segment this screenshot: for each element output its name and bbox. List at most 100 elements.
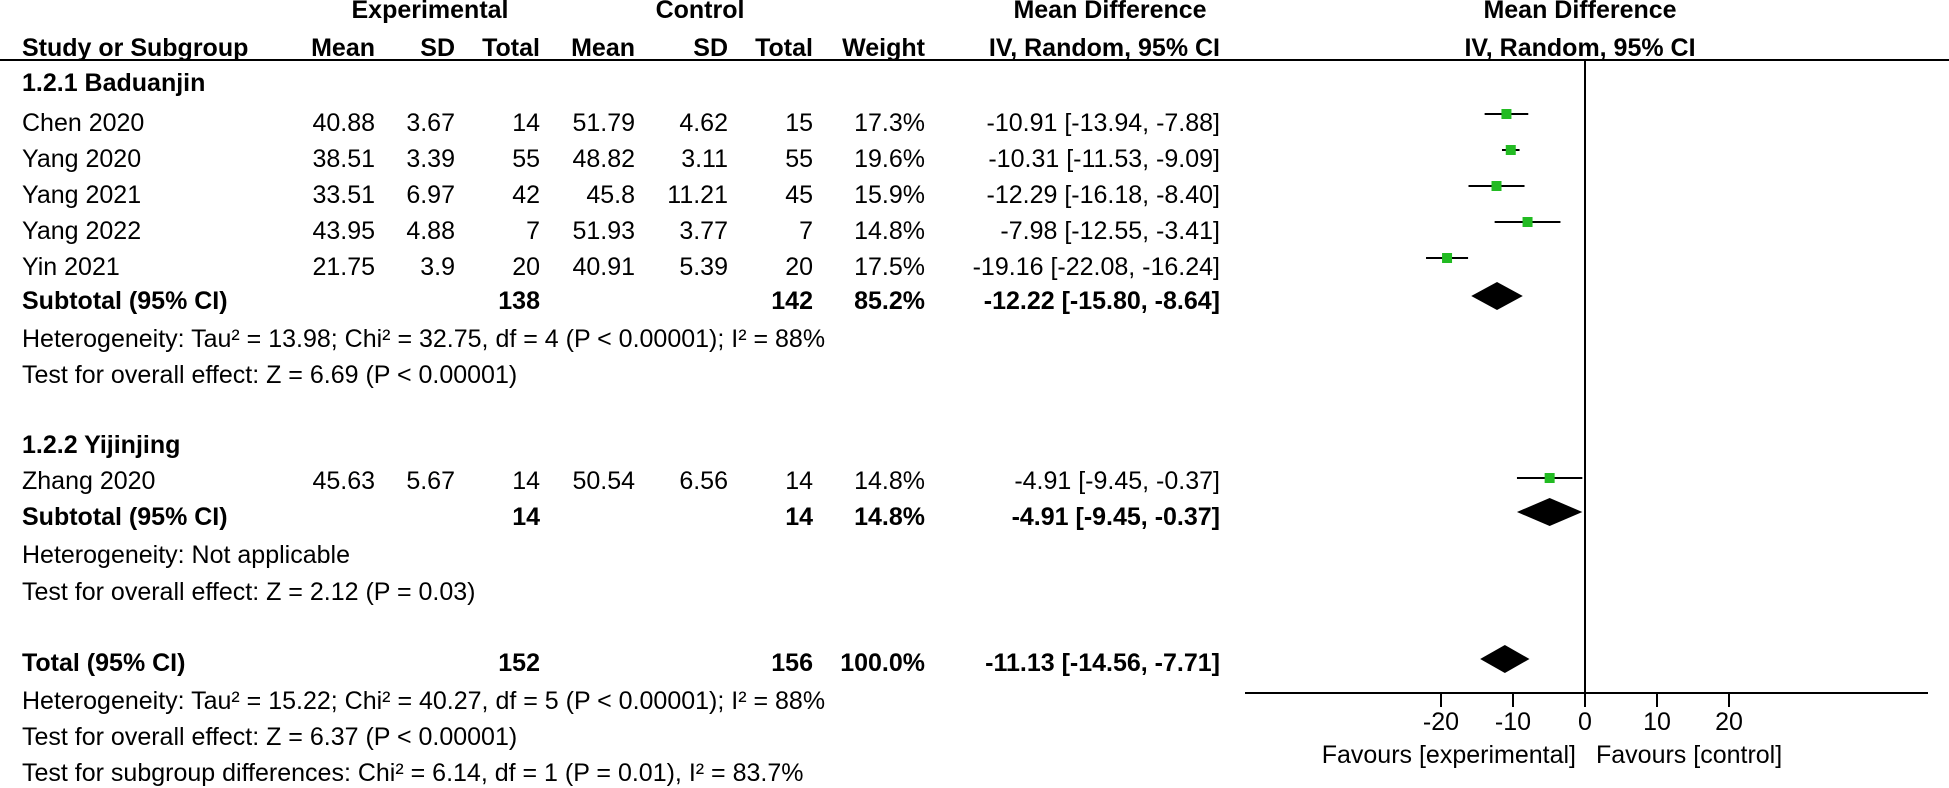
overall-effect-text: Test for overall effect: Z = 6.69 (P < 0…	[22, 361, 518, 389]
sd-control: 3.77	[679, 217, 728, 245]
mean-control: 51.79	[572, 109, 635, 137]
group-header-control: Control	[655, 0, 745, 24]
col-header-sd-e: SD	[420, 34, 455, 62]
mean-difference-ci: -10.91 [-13.94, -7.88]	[986, 109, 1220, 137]
mean-control: 50.54	[572, 467, 635, 495]
weight: 17.3%	[854, 109, 925, 137]
study-name: Yin 2021	[22, 253, 120, 281]
mean-difference-ci: -12.29 [-16.18, -8.40]	[986, 181, 1220, 209]
group-header-md-left: Mean Difference	[1013, 0, 1207, 24]
subtotal-weight: 85.2%	[854, 287, 925, 315]
total-experimental: 20	[512, 253, 540, 281]
weight: 14.8%	[854, 217, 925, 245]
weight: 19.6%	[854, 145, 925, 173]
mean-control: 48.82	[572, 145, 635, 173]
study-marker	[1491, 181, 1502, 191]
mean-experimental: 21.75	[312, 253, 375, 281]
total-experimental: 7	[526, 217, 540, 245]
sd-control: 3.11	[681, 145, 728, 173]
subtotal-total-c: 142	[771, 287, 813, 315]
x-tick-label: 10	[1643, 708, 1671, 736]
pooled-diamond	[1516, 498, 1583, 526]
x-tick-label: -10	[1495, 708, 1531, 736]
mean-experimental: 40.88	[312, 109, 375, 137]
subtotal-total-e: 14	[512, 503, 540, 531]
subtotal-label: Subtotal (95% CI)	[22, 503, 228, 531]
total-control: 45	[785, 181, 813, 209]
sd-experimental: 3.39	[406, 145, 455, 173]
study-name: Yang 2021	[22, 181, 142, 209]
mean-experimental: 43.95	[312, 217, 375, 245]
study-name: Chen 2020	[22, 109, 145, 137]
col-header-mean-c: Mean	[571, 34, 635, 62]
total-experimental: 14	[512, 467, 540, 495]
mean-control: 45.8	[586, 181, 635, 209]
col-header-mean-e: Mean	[311, 34, 375, 62]
study-name: Yang 2022	[22, 217, 142, 245]
col-header-sd-c: SD	[693, 34, 728, 62]
total-experimental: 42	[512, 181, 540, 209]
col-header-ci-right: IV, Random, 95% CI	[1464, 34, 1696, 62]
col-header-study: Study or Subgroup	[22, 34, 249, 62]
total-total-c: 156	[771, 649, 813, 677]
subgroup-title: 1.2.1 Baduanjin	[22, 69, 206, 97]
total-ci: -11.13 [-14.56, -7.71]	[985, 649, 1220, 677]
x-tick-label: -20	[1423, 708, 1459, 736]
weight: 14.8%	[854, 467, 925, 495]
subtotal-ci: -12.22 [-15.80, -8.64]	[983, 287, 1220, 315]
x-tick-label: 0	[1578, 708, 1592, 736]
col-header-total-e: Total	[482, 34, 540, 62]
total-heterogeneity-text: Heterogeneity: Tau² = 15.22; Chi² = 40.2…	[22, 687, 826, 715]
x-tick-label: 20	[1715, 708, 1743, 736]
subtotal-ci: -4.91 [-9.45, -0.37]	[1011, 503, 1220, 531]
study-marker	[1442, 253, 1453, 263]
mean-difference-ci: -10.31 [-11.53, -9.09]	[988, 145, 1220, 173]
total-experimental: 55	[512, 145, 540, 173]
heterogeneity-text: Heterogeneity: Not applicable	[22, 541, 350, 569]
subgroup-differences-text: Test for subgroup differences: Chi² = 6.…	[22, 759, 804, 787]
pooled-diamond	[1480, 645, 1530, 673]
mean-difference-ci: -7.98 [-12.55, -3.41]	[1000, 217, 1220, 245]
subtotal-label: Subtotal (95% CI)	[22, 287, 228, 315]
subgroup-title: 1.2.2 Yijinjing	[22, 431, 181, 459]
overall-effect-text: Test for overall effect: Z = 2.12 (P = 0…	[22, 578, 476, 606]
sd-experimental: 3.67	[406, 109, 455, 137]
weight: 15.9%	[854, 181, 925, 209]
group-header-md-right: Mean Difference	[1483, 0, 1677, 24]
sd-control: 4.62	[679, 109, 728, 137]
group-header-experimental: Experimental	[351, 0, 509, 24]
subtotal-weight: 14.8%	[854, 503, 925, 531]
sd-experimental: 4.88	[406, 217, 455, 245]
heterogeneity-text: Heterogeneity: Tau² = 13.98; Chi² = 32.7…	[22, 325, 826, 353]
mean-experimental: 38.51	[312, 145, 375, 173]
total-label: Total (95% CI)	[22, 649, 186, 677]
total-control: 20	[785, 253, 813, 281]
total-overall-effect-text: Test for overall effect: Z = 6.37 (P < 0…	[22, 723, 518, 751]
mean-control: 51.93	[572, 217, 635, 245]
total-weight: 100.0%	[840, 649, 925, 677]
sd-experimental: 6.97	[406, 181, 455, 209]
mean-control: 40.91	[572, 253, 635, 281]
col-header-weight: Weight	[842, 34, 925, 62]
total-control: 15	[785, 109, 813, 137]
mean-experimental: 33.51	[312, 181, 375, 209]
total-total-e: 152	[498, 649, 540, 677]
favours-control-label: Favours [control]	[1596, 741, 1783, 769]
study-marker	[1501, 109, 1512, 119]
pooled-diamond	[1471, 282, 1523, 310]
study-name: Zhang 2020	[22, 467, 156, 495]
weight: 17.5%	[854, 253, 925, 281]
total-control: 7	[799, 217, 813, 245]
mean-difference-ci: -19.16 [-22.08, -16.24]	[972, 253, 1220, 281]
subtotal-total-e: 138	[498, 287, 540, 315]
sd-control: 11.21	[667, 181, 728, 209]
favours-experimental-label: Favours [experimental]	[1321, 741, 1576, 769]
sd-control: 5.39	[679, 253, 728, 281]
col-header-ci-left: IV, Random, 95% CI	[988, 34, 1220, 62]
study-marker	[1522, 217, 1533, 227]
study-name: Yang 2020	[22, 145, 142, 173]
sd-experimental: 5.67	[406, 467, 455, 495]
total-control: 14	[785, 467, 813, 495]
sd-experimental: 3.9	[420, 253, 455, 281]
